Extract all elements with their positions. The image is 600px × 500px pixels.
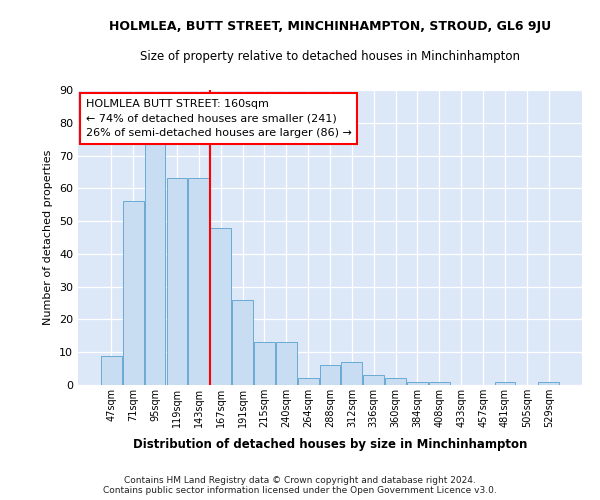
Bar: [494, 382, 515, 385]
Bar: [407, 382, 428, 385]
Bar: [320, 366, 340, 385]
Text: HOLMLEA, BUTT STREET, MINCHINHAMPTON, STROUD, GL6 9JU: HOLMLEA, BUTT STREET, MINCHINHAMPTON, ST…: [109, 20, 551, 33]
Bar: [385, 378, 406, 385]
Bar: [538, 382, 559, 385]
Text: HOLMLEA BUTT STREET: 160sqm
← 74% of detached houses are smaller (241)
26% of se: HOLMLEA BUTT STREET: 160sqm ← 74% of det…: [86, 99, 352, 138]
Bar: [341, 362, 362, 385]
Y-axis label: Number of detached properties: Number of detached properties: [43, 150, 53, 325]
Bar: [232, 300, 253, 385]
Bar: [210, 228, 231, 385]
X-axis label: Distribution of detached houses by size in Minchinhampton: Distribution of detached houses by size …: [133, 438, 527, 452]
Bar: [188, 178, 209, 385]
Text: Contains HM Land Registry data © Crown copyright and database right 2024.
Contai: Contains HM Land Registry data © Crown c…: [103, 476, 497, 495]
Bar: [145, 139, 166, 385]
Bar: [298, 378, 319, 385]
Bar: [429, 382, 450, 385]
Bar: [254, 342, 275, 385]
Bar: [123, 202, 143, 385]
Bar: [364, 375, 384, 385]
Bar: [276, 342, 296, 385]
Bar: [101, 356, 122, 385]
Text: Size of property relative to detached houses in Minchinhampton: Size of property relative to detached ho…: [140, 50, 520, 63]
Bar: [167, 178, 187, 385]
